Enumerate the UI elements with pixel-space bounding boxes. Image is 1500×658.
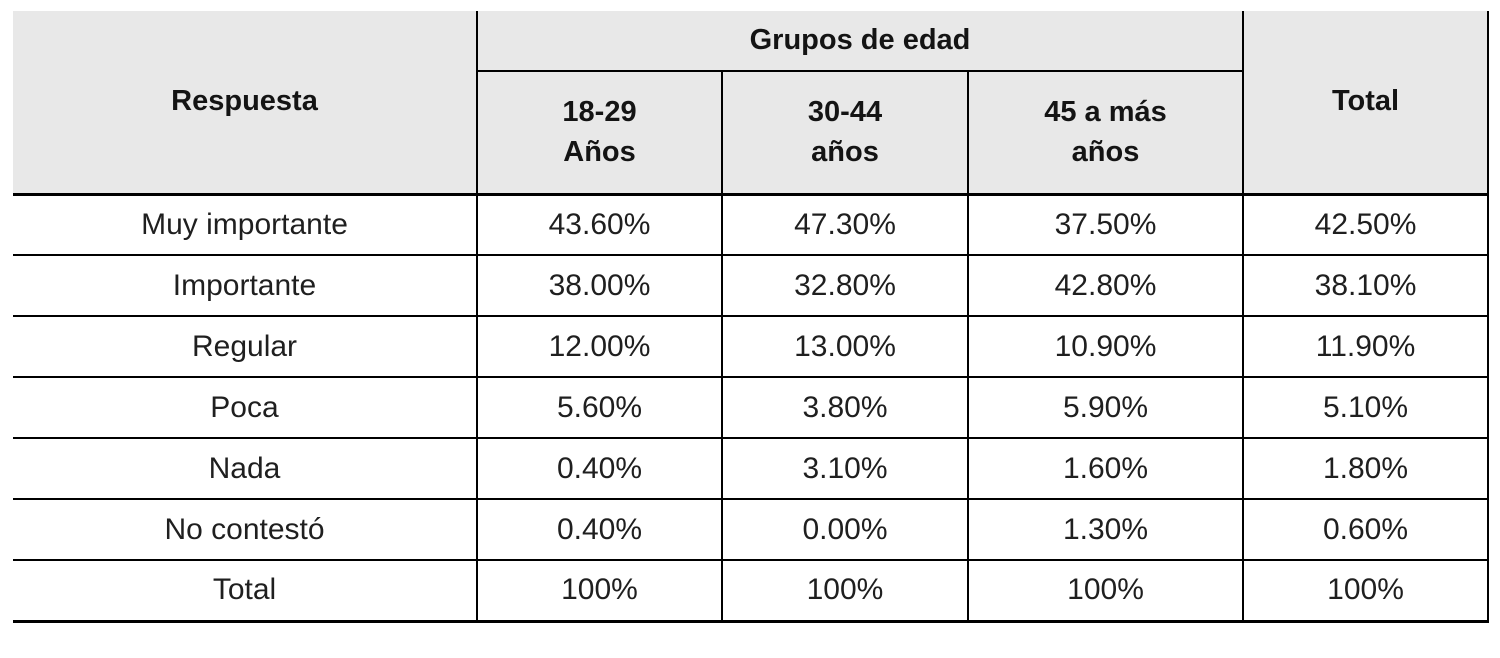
value-cell: 0.40% [476, 498, 723, 561]
value-cell: 11.90% [1242, 315, 1490, 378]
value-cell: 42.50% [1242, 193, 1490, 256]
row-label-cell: No contestó [13, 498, 478, 561]
table-header: Respuesta Grupos de edad Total 18-29 Año… [13, 11, 1490, 196]
value-cell: 38.10% [1242, 254, 1490, 317]
value-cell: 5.90% [966, 376, 1245, 439]
value-cell: 100% [1242, 559, 1490, 623]
row-label-cell: Nada [13, 437, 478, 500]
value-cell: 100% [721, 559, 969, 623]
table-row: No contestó 0.40% 0.00% 1.30% 0.60% [13, 498, 1490, 561]
value-cell: 5.10% [1242, 376, 1490, 439]
survey-results-table: Respuesta Grupos de edad Total 18-29 Año… [13, 11, 1490, 623]
value-cell: 47.30% [721, 193, 969, 256]
column-header-total: Total [1242, 11, 1490, 196]
column-header-45-mas: 45 a más años [966, 70, 1245, 196]
value-cell: 10.90% [966, 315, 1245, 378]
row-label-cell: Importante [13, 254, 478, 317]
table-row: Importante 38.00% 32.80% 42.80% 38.10% [13, 254, 1490, 317]
row-label-cell: Muy importante [13, 193, 478, 256]
table-row-total: Total 100% 100% 100% 100% [13, 559, 1490, 623]
value-cell: 1.30% [966, 498, 1245, 561]
value-cell: 100% [966, 559, 1245, 623]
table-row: Nada 0.40% 3.10% 1.60% 1.80% [13, 437, 1490, 500]
table-row: Muy importante 43.60% 47.30% 37.50% 42.5… [13, 193, 1490, 256]
value-cell: 3.80% [721, 376, 969, 439]
value-cell: 37.50% [966, 193, 1245, 256]
value-cell: 0.60% [1242, 498, 1490, 561]
value-cell: 0.40% [476, 437, 723, 500]
value-cell: 5.60% [476, 376, 723, 439]
column-group-header-grupos-de-edad: Grupos de edad [475, 11, 1245, 72]
value-cell: 42.80% [966, 254, 1245, 317]
row-label-cell: Poca [13, 376, 478, 439]
row-label-cell: Regular [13, 315, 478, 378]
header-group-row: Respuesta Grupos de edad Total [13, 11, 1490, 196]
value-cell: 100% [476, 559, 723, 623]
column-header-18-29: 18-29 Años [476, 70, 723, 196]
row-label-cell: Total [13, 559, 478, 623]
value-cell: 13.00% [721, 315, 969, 378]
table-row: Poca 5.60% 3.80% 5.90% 5.10% [13, 376, 1490, 439]
value-cell: 0.00% [721, 498, 969, 561]
header-age-row: 18-29 Años 30-44 años 45 a más años [13, 70, 1488, 196]
column-header-30-44: 30-44 años [721, 70, 969, 196]
table-row: Regular 12.00% 13.00% 10.90% 11.90% [13, 315, 1490, 378]
table-container: Respuesta Grupos de edad Total 18-29 Año… [13, 11, 1490, 623]
value-cell: 43.60% [476, 193, 723, 256]
value-cell: 3.10% [721, 437, 969, 500]
value-cell: 32.80% [721, 254, 969, 317]
column-header-respuesta: Respuesta [13, 11, 478, 196]
value-cell: 38.00% [476, 254, 723, 317]
value-cell: 1.60% [966, 437, 1245, 500]
table-body: Muy importante 43.60% 47.30% 37.50% 42.5… [13, 193, 1490, 623]
value-cell: 1.80% [1242, 437, 1490, 500]
value-cell: 12.00% [476, 315, 723, 378]
